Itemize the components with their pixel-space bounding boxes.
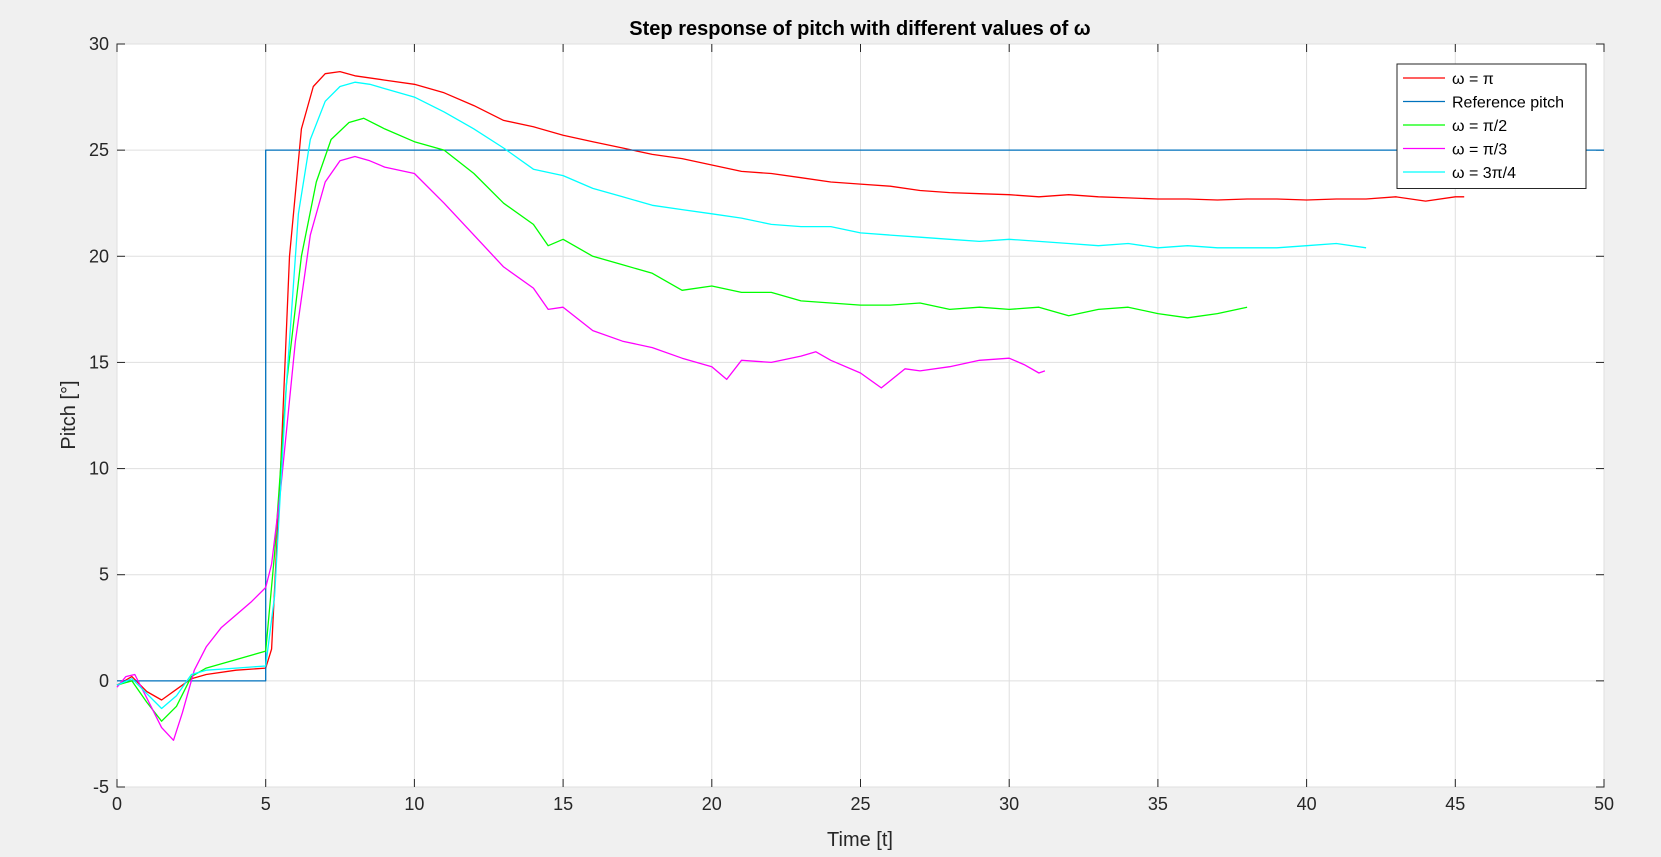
x-tick-label: 20: [702, 794, 722, 814]
series-line-4: [116, 81, 1367, 710]
y-tick-label: -5: [93, 777, 109, 797]
x-tick-label: 40: [1297, 794, 1317, 814]
y-tick-label: 10: [89, 459, 109, 479]
x-tick-label: 50: [1594, 794, 1614, 814]
x-tick-label: 5: [261, 794, 271, 814]
legend-label: ω = 3π/4: [1452, 165, 1516, 182]
x-tick-label: 25: [850, 794, 870, 814]
series-line-3: [116, 155, 1046, 741]
chart-title: Step response of pitch with different va…: [629, 18, 1091, 40]
y-axis-label: Pitch [°]: [58, 380, 80, 449]
series-line-2: [116, 117, 1248, 722]
x-tick-label: 30: [999, 794, 1019, 814]
x-tick-label: 10: [404, 794, 424, 814]
y-tick-label: 0: [99, 671, 109, 691]
y-tick-label: 5: [99, 565, 109, 585]
x-tick-label: 15: [553, 794, 573, 814]
legend-label: ω = π: [1452, 71, 1494, 88]
x-tick-label: 45: [1445, 794, 1465, 814]
x-tick-label: 35: [1148, 794, 1168, 814]
series-line-0: [116, 70, 1465, 701]
y-tick-label: 15: [89, 352, 109, 372]
legend-label: ω = π/2: [1452, 118, 1507, 135]
legend: ω = π Reference pitch ω = π/2 ω = π/3 ω = 3π…: [1396, 63, 1587, 189]
y-tick-label: 25: [89, 140, 109, 160]
legend-label: Reference pitch: [1452, 95, 1564, 112]
y-tick-label: 20: [89, 246, 109, 266]
y-tick-label: 30: [89, 34, 109, 54]
series-lines: [116, 70, 1604, 741]
legend-label: ω = π/3: [1452, 142, 1507, 159]
x-tick-label: 0: [112, 794, 122, 814]
x-axis-label: Time [t]: [827, 829, 893, 851]
legend-box: [1396, 63, 1587, 189]
